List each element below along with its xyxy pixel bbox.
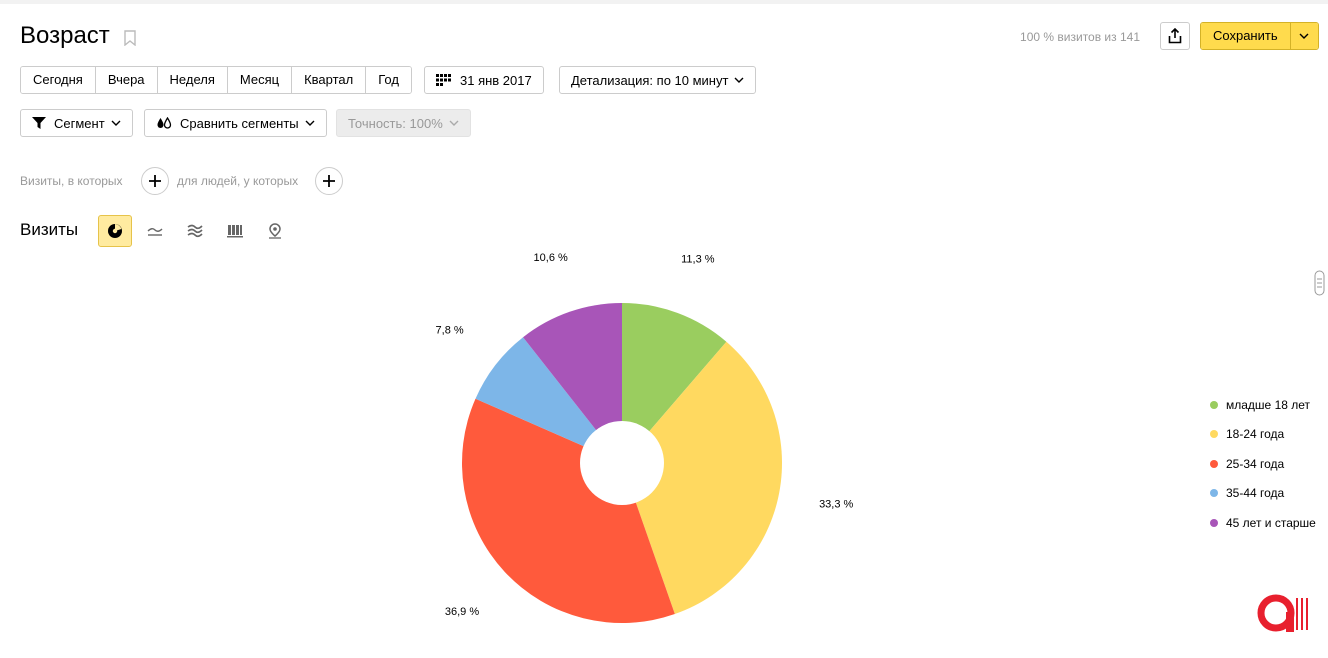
legend-marker: [1210, 518, 1218, 527]
legend-item[interactable]: 25-34 года: [1210, 449, 1316, 479]
top-divider: [0, 0, 1328, 4]
period-quarter[interactable]: Квартал: [292, 67, 367, 93]
share-icon: [1168, 28, 1182, 44]
pie-slice[interactable]: [475, 337, 622, 463]
people-filter-label: для людей, у которых: [177, 174, 299, 188]
pie-slice[interactable]: [622, 303, 727, 463]
slice-value-label: 33,3 %: [819, 499, 853, 511]
legend-item[interactable]: 45 лет и старше: [1210, 508, 1316, 538]
visits-filter-label: Визиты, в которых: [20, 174, 123, 188]
chart-type-bar[interactable]: [218, 215, 252, 247]
date-picker-button[interactable]: 31 янв 2017: [424, 66, 544, 94]
legend-item[interactable]: 35-44 года: [1210, 479, 1316, 509]
segment-label: Сегмент: [54, 115, 105, 131]
calendar-icon: [436, 74, 452, 86]
map-pin-icon: [269, 223, 281, 239]
chevron-down-icon: [1299, 33, 1309, 39]
add-visits-condition-button[interactable]: [141, 167, 169, 195]
date-label: 31 янв 2017: [460, 72, 532, 88]
share-button[interactable]: [1160, 22, 1190, 50]
chevron-down-icon: [449, 120, 459, 126]
donut-hole: [580, 421, 664, 505]
legend-label: 45 лет и старше: [1226, 515, 1316, 530]
legend-marker: [1210, 430, 1218, 439]
drops-icon: [156, 117, 172, 129]
pie-slice[interactable]: [523, 303, 622, 463]
slice-value-label: 11,3 %: [681, 254, 715, 266]
slice-value-label: 7,8 %: [436, 325, 464, 337]
plus-icon: [323, 175, 335, 187]
chevron-down-icon: [305, 120, 315, 126]
period-yesterday[interactable]: Вчера: [95, 67, 158, 93]
legend-scroll-handle[interactable]: [1312, 270, 1326, 296]
legend-label: младше 18 лет: [1226, 397, 1311, 412]
chart-legend: младше 18 лет 18-24 года 25-34 года 35-4…: [1210, 390, 1316, 538]
add-people-condition-button[interactable]: [315, 167, 343, 195]
brand-logo: [1257, 594, 1308, 632]
line-chart-icon: [147, 228, 163, 236]
chevron-down-icon: [734, 77, 744, 83]
legend-label: 18-24 года: [1226, 427, 1285, 442]
accuracy-label: Точность: 100%: [348, 115, 443, 131]
accuracy-dropdown: Точность: 100%: [336, 109, 471, 137]
detail-dropdown[interactable]: Детализация: по 10 минут: [559, 66, 757, 94]
period-selector: Сегодня Вчера Неделя Месяц Квартал Год: [20, 66, 412, 94]
legend-marker: [1210, 459, 1218, 468]
chart-type-map[interactable]: [258, 215, 292, 247]
legend-label: 25-34 года: [1226, 456, 1285, 471]
pie-slice[interactable]: [622, 341, 782, 615]
section-title: Визиты: [20, 220, 79, 239]
compare-label: Сравнить сегменты: [180, 115, 299, 131]
period-week[interactable]: Неделя: [157, 67, 228, 93]
save-dropdown-button[interactable]: [1289, 23, 1318, 49]
area-chart-icon: [187, 224, 203, 238]
save-button[interactable]: Сохранить: [1201, 23, 1290, 49]
chart-type-line[interactable]: [138, 215, 172, 247]
legend-marker: [1210, 400, 1218, 409]
legend-item[interactable]: 18-24 года: [1210, 420, 1316, 450]
bar-chart-icon: [227, 225, 243, 238]
pie-chart-icon: [108, 224, 122, 238]
slice-value-label: 36,9 %: [445, 606, 479, 618]
bookmark-icon[interactable]: [124, 30, 136, 46]
legend-label: 35-44 года: [1226, 486, 1285, 501]
slice-value-label: 10,6 %: [534, 252, 568, 264]
legend-marker: [1210, 489, 1218, 498]
pie-slice[interactable]: [461, 398, 675, 624]
compare-segments-dropdown[interactable]: Сравнить сегменты: [144, 109, 327, 137]
period-month[interactable]: Месяц: [227, 67, 293, 93]
detail-label: Детализация: по 10 минут: [571, 72, 729, 88]
visits-info: 100 % визитов из 141: [1020, 30, 1140, 44]
period-year[interactable]: Год: [366, 67, 411, 93]
period-today[interactable]: Сегодня: [21, 67, 96, 93]
chart-type-pie[interactable]: [98, 215, 132, 247]
chevron-down-icon: [111, 120, 121, 126]
filter-icon: [32, 117, 46, 129]
save-button-group: Сохранить: [1200, 22, 1319, 50]
legend-item[interactable]: младше 18 лет: [1210, 390, 1316, 420]
page-title: Возраст: [20, 22, 110, 49]
segment-dropdown[interactable]: Сегмент: [20, 109, 133, 137]
plus-icon: [149, 175, 161, 187]
chart-type-area[interactable]: [178, 215, 212, 247]
